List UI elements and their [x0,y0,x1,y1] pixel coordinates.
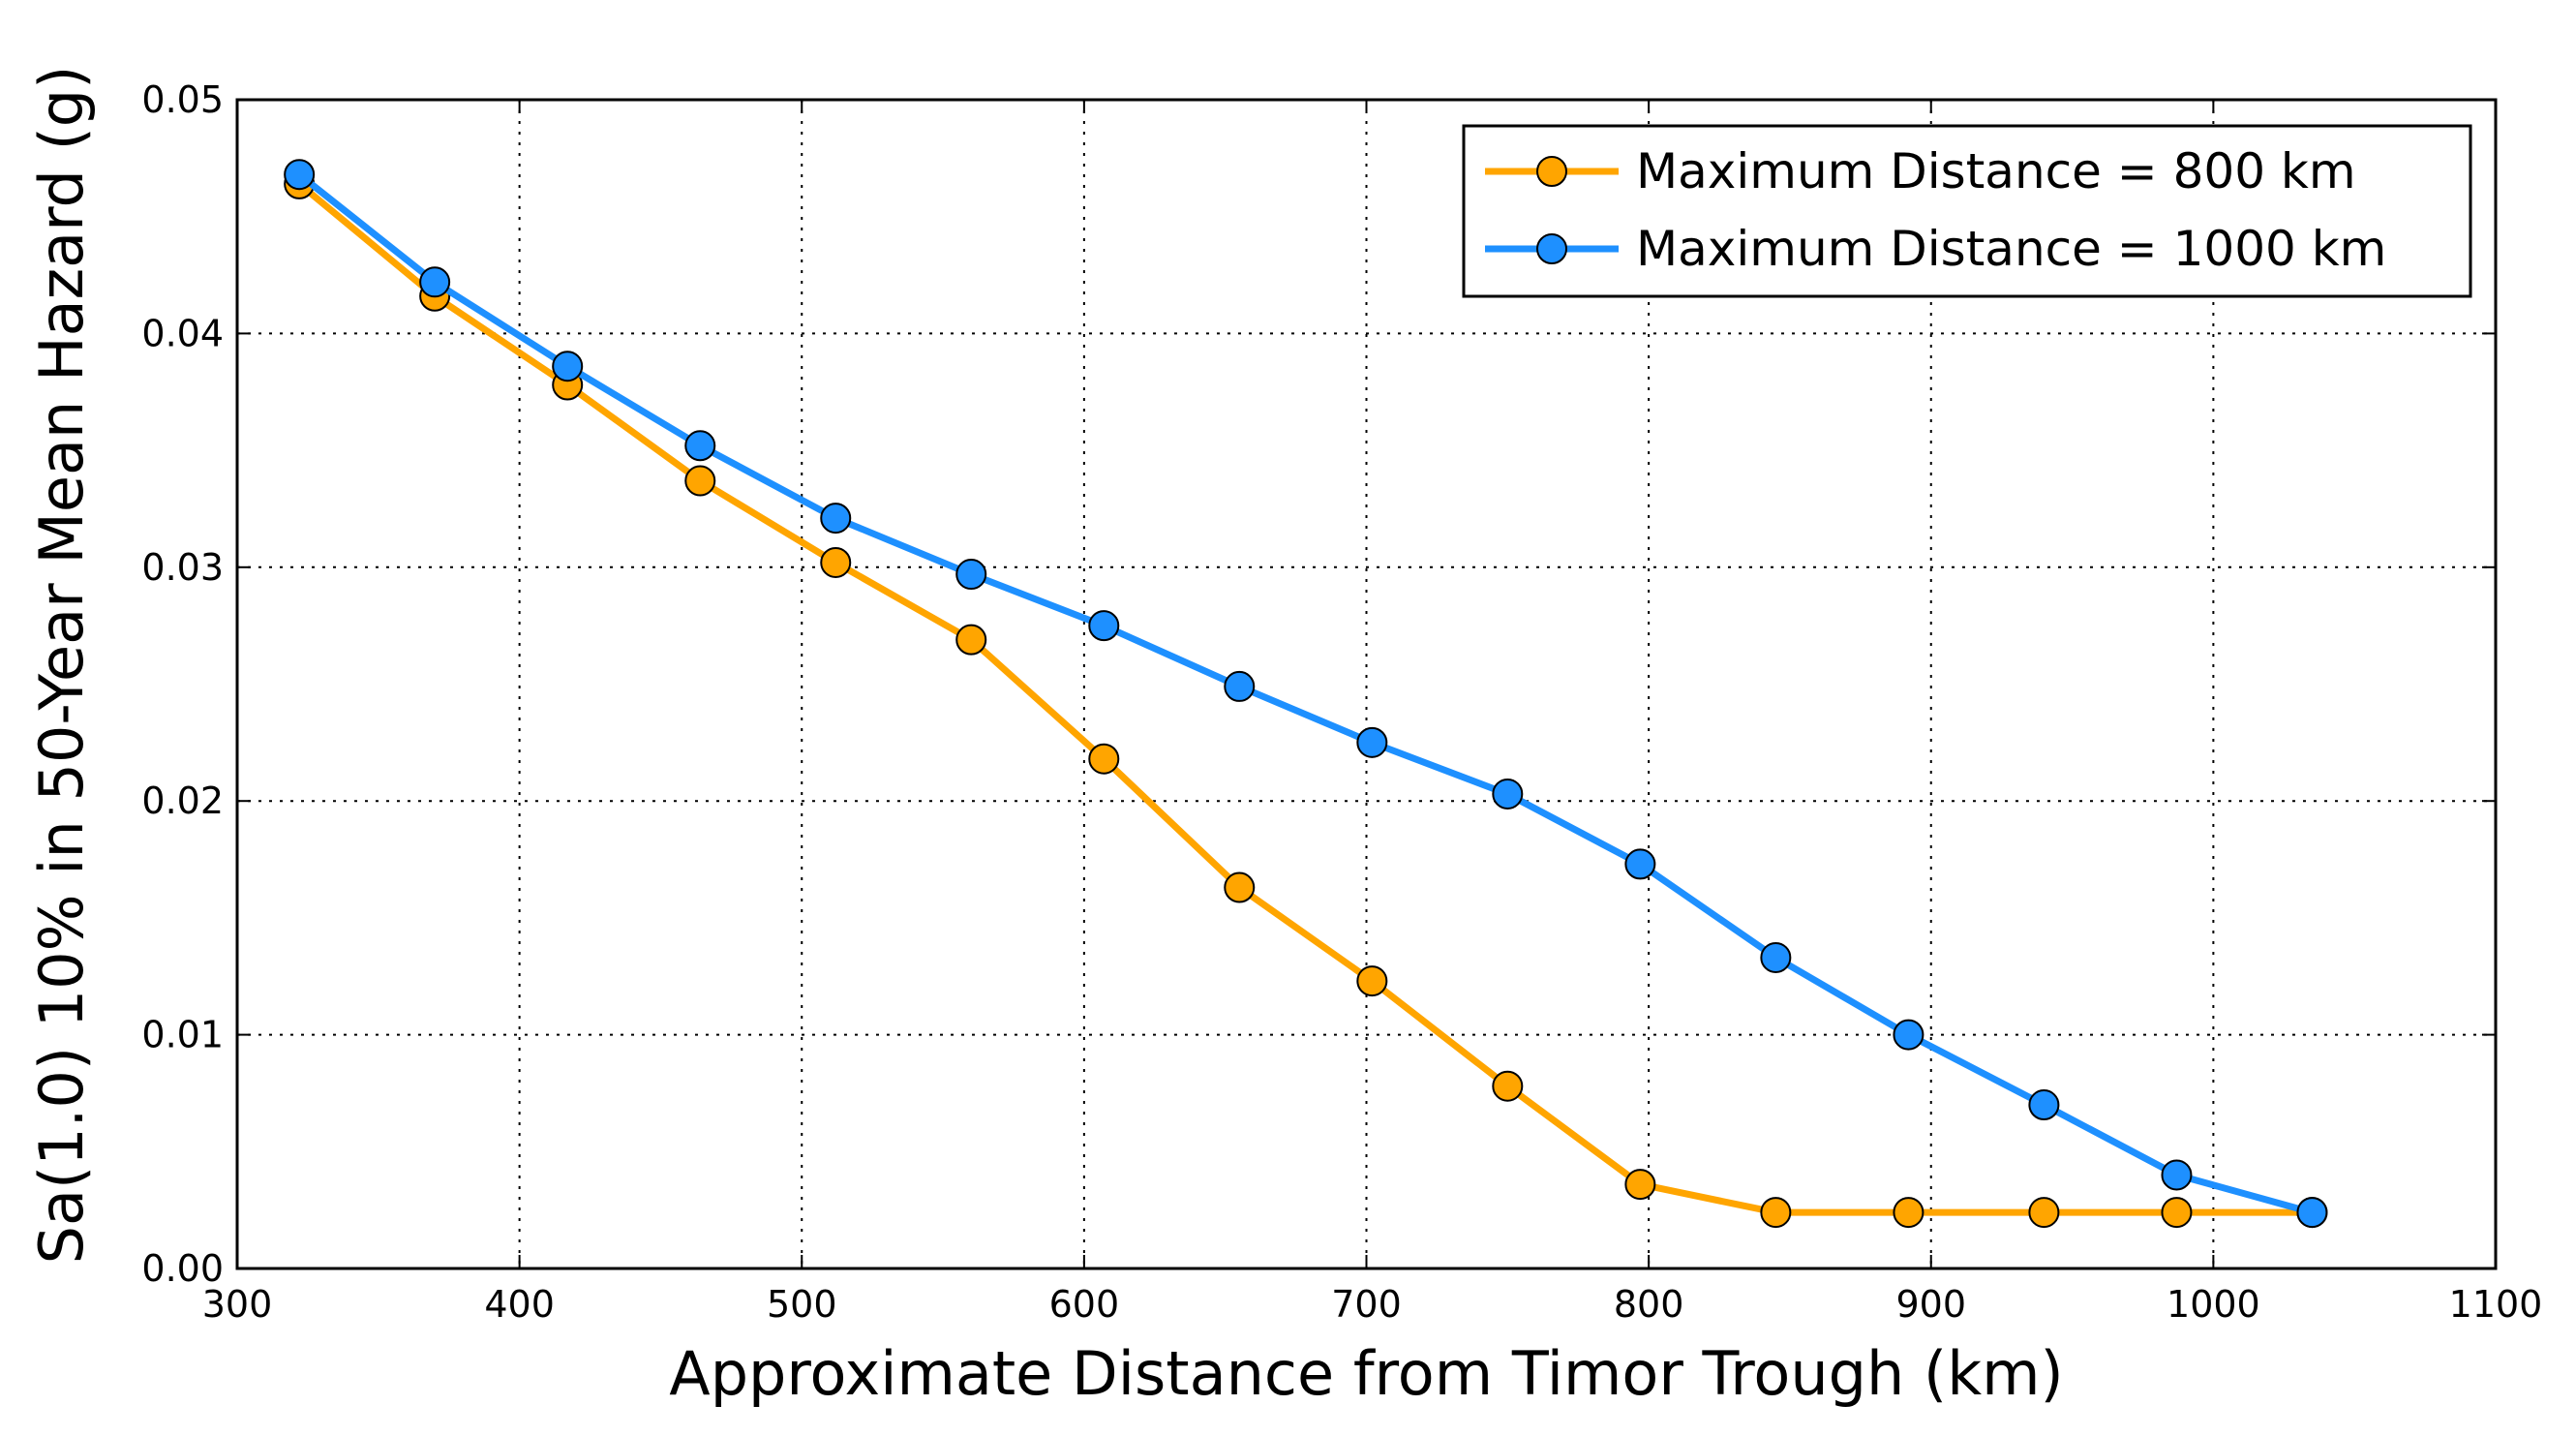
series-2-point [284,159,316,191]
series-2-point [684,430,716,462]
legend-marker-1 [1536,156,1567,187]
legend: Maximum Distance = 800 km Maximum Distanc… [1462,124,2472,298]
series-1-point [1624,1169,1656,1201]
x-tick-label: 1000 [2167,1283,2260,1326]
series-2-point [1224,670,1256,702]
series-1-point [1760,1197,1792,1229]
y-tick-label: 0.00 [141,1247,224,1290]
series-2-point [1492,778,1524,810]
y-tick-label: 0.04 [141,312,224,354]
x-tick-label: 500 [767,1283,837,1326]
series-1-point [1356,965,1388,997]
series-1-point [2161,1197,2193,1229]
series-layer [284,159,2328,1229]
y-tick-label: 0.03 [141,546,224,589]
series-1-point [1224,871,1256,903]
x-tick-label: 400 [484,1283,555,1326]
y-tick-label: 0.02 [141,779,224,822]
series-2-point [955,559,987,591]
series-1-point [1088,743,1120,775]
series-1-point [1492,1070,1524,1102]
series-line-2 [297,171,2314,1216]
y-tick-label: 0.01 [141,1014,224,1056]
series-2-point [2161,1159,2193,1191]
series-2-point [2296,1197,2328,1229]
legend-label-1: Maximum Distance = 800 km [1636,143,2356,199]
series-2-point [820,503,852,535]
grid [237,100,2496,1268]
series-1-point [820,546,852,578]
series-line-1 [296,181,2313,1216]
x-tick-label: 600 [1049,1283,1120,1326]
series-2-point [1893,1019,1924,1051]
series-2-point [1356,726,1388,758]
series-1-point [2028,1197,2060,1229]
series-2-point [1088,610,1120,642]
series-2-point [2028,1089,2060,1121]
x-tick-label: 900 [1895,1283,1966,1326]
series-2-point [1624,848,1656,880]
series-2-point [1760,941,1792,973]
ticks: 300 400 500 600 700 800 900 1000 1100 0.00 0.01 0.0… [141,78,2542,1326]
legend-marker-2 [1536,233,1567,264]
legend-box [1462,124,2472,298]
x-axis-label: Approximate Distance from Timor Trough (… [669,1338,2063,1409]
series-1-point [1893,1197,1924,1229]
x-tick-label: 300 [202,1283,273,1326]
series-2-point [552,351,584,382]
x-tick-label: 700 [1331,1283,1402,1326]
series-1-point [684,465,716,497]
x-tick-label: 1100 [2449,1283,2543,1326]
series-2-point [419,266,451,298]
x-tick-label: 800 [1614,1283,1684,1326]
y-tick-label: 0.05 [141,78,224,121]
series-1-point [955,624,987,656]
legend-label-2: Maximum Distance = 1000 km [1636,221,2386,277]
y-axis-label: Sa(1.0) 10% in 50-Year Mean Hazard (g) [26,66,97,1265]
